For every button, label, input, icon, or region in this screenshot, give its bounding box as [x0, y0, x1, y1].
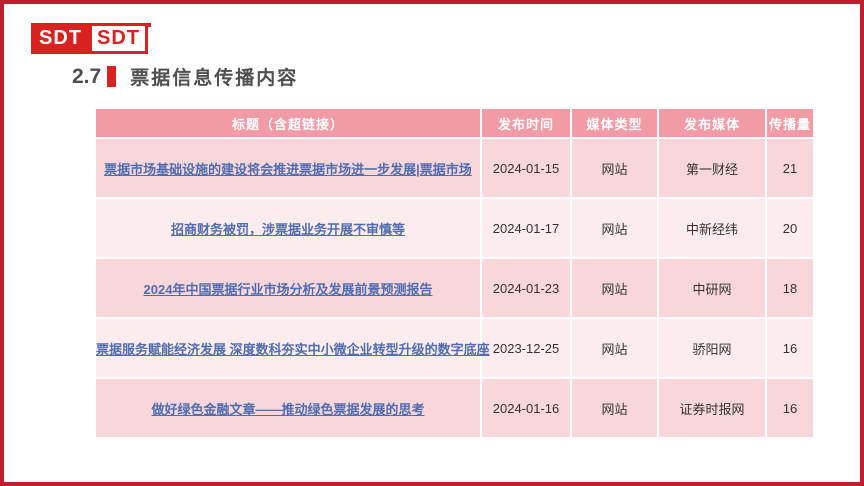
publisher-cell: 中新经纬 [659, 199, 765, 257]
spread-count-cell: 21 [767, 139, 813, 197]
publish-date-cell: 2024-01-17 [482, 199, 570, 257]
media-type-cell: 网站 [572, 139, 657, 197]
table-row: 票据市场基础设施的建设将会推进票据市场进一步发展|票据市场 2024-01-15… [96, 139, 813, 197]
table-row: 票据服务赋能经济发展 深度数科夯实中小微企业转型升级的数字底座 2023-12-… [96, 319, 813, 377]
spread-count-cell: 16 [767, 379, 813, 437]
column-header-spread-count: 传播量 [767, 109, 813, 137]
spread-count-cell: 20 [767, 199, 813, 257]
media-type-cell: 网站 [572, 319, 657, 377]
publisher-cell: 证券时报网 [659, 379, 765, 437]
article-title-cell: 招商财务被罚，涉票据业务开展不审慎等 [96, 199, 480, 257]
publish-date-cell: 2023-12-25 [482, 319, 570, 377]
media-type-cell: 网站 [572, 379, 657, 437]
article-link[interactable]: 做好绿色金融文章——推动绿色票据发展的思考 [151, 401, 425, 417]
article-title-cell: 票据市场基础设施的建设将会推进票据市场进一步发展|票据市场 [96, 139, 480, 197]
column-header-publisher: 发布媒体 [659, 109, 765, 137]
media-type-cell: 网站 [572, 199, 657, 257]
column-header-publish-date: 发布时间 [482, 109, 570, 137]
sdt-logo: SDT SDT [31, 23, 151, 54]
publish-date-cell: 2024-01-15 [482, 139, 570, 197]
media-type-cell: 网站 [572, 259, 657, 317]
section-heading: 2.7 票据信息传播内容 [72, 63, 298, 90]
table-row: 做好绿色金融文章——推动绿色票据发展的思考 2024-01-16 网站 证券时报… [96, 379, 813, 437]
column-header-title: 标题（含超链接） [96, 109, 480, 137]
publish-date-cell: 2024-01-23 [482, 259, 570, 317]
table-row: 2024年中国票据行业市场分析及发展前景预测报告 2024-01-23 网站 中… [96, 259, 813, 317]
red-bar-icon [107, 66, 117, 87]
article-link[interactable]: 2024年中国票据行业市场分析及发展前景预测报告 [143, 281, 433, 297]
column-header-media-type: 媒体类型 [572, 109, 657, 137]
sdt-logo-left: SDT [31, 23, 90, 54]
sdt-logo-right: SDT [89, 23, 151, 54]
publisher-cell: 骄阳网 [659, 319, 765, 377]
article-link[interactable]: 票据服务赋能经济发展 深度数科夯实中小微企业转型升级的数字底座 [96, 341, 490, 357]
page-title: 票据信息传播内容 [130, 68, 299, 89]
article-title-cell: 做好绿色金融文章——推动绿色票据发展的思考 [96, 379, 480, 437]
article-link[interactable]: 票据市场基础设施的建设将会推进票据市场进一步发展|票据市场 [104, 161, 472, 177]
section-number: 2.7 [72, 64, 102, 88]
publish-date-cell: 2024-01-16 [482, 379, 570, 437]
article-link[interactable]: 招商财务被罚，涉票据业务开展不审慎等 [170, 221, 405, 237]
table-header-row: 标题（含超链接） 发布时间 媒体类型 发布媒体 传播量 [96, 109, 813, 137]
news-table: 标题（含超链接） 发布时间 媒体类型 发布媒体 传播量 票据市场基础设施的建设将… [94, 107, 815, 439]
spread-count-cell: 18 [767, 259, 813, 317]
article-title-cell: 2024年中国票据行业市场分析及发展前景预测报告 [96, 259, 480, 317]
publisher-cell: 中研网 [659, 259, 765, 317]
table-row: 招商财务被罚，涉票据业务开展不审慎等 2024-01-17 网站 中新经纬 20 [96, 199, 813, 257]
spread-count-cell: 16 [767, 319, 813, 377]
article-title-cell: 票据服务赋能经济发展 深度数科夯实中小微企业转型升级的数字底座 [96, 319, 490, 377]
publisher-cell: 第一财经 [659, 139, 765, 197]
